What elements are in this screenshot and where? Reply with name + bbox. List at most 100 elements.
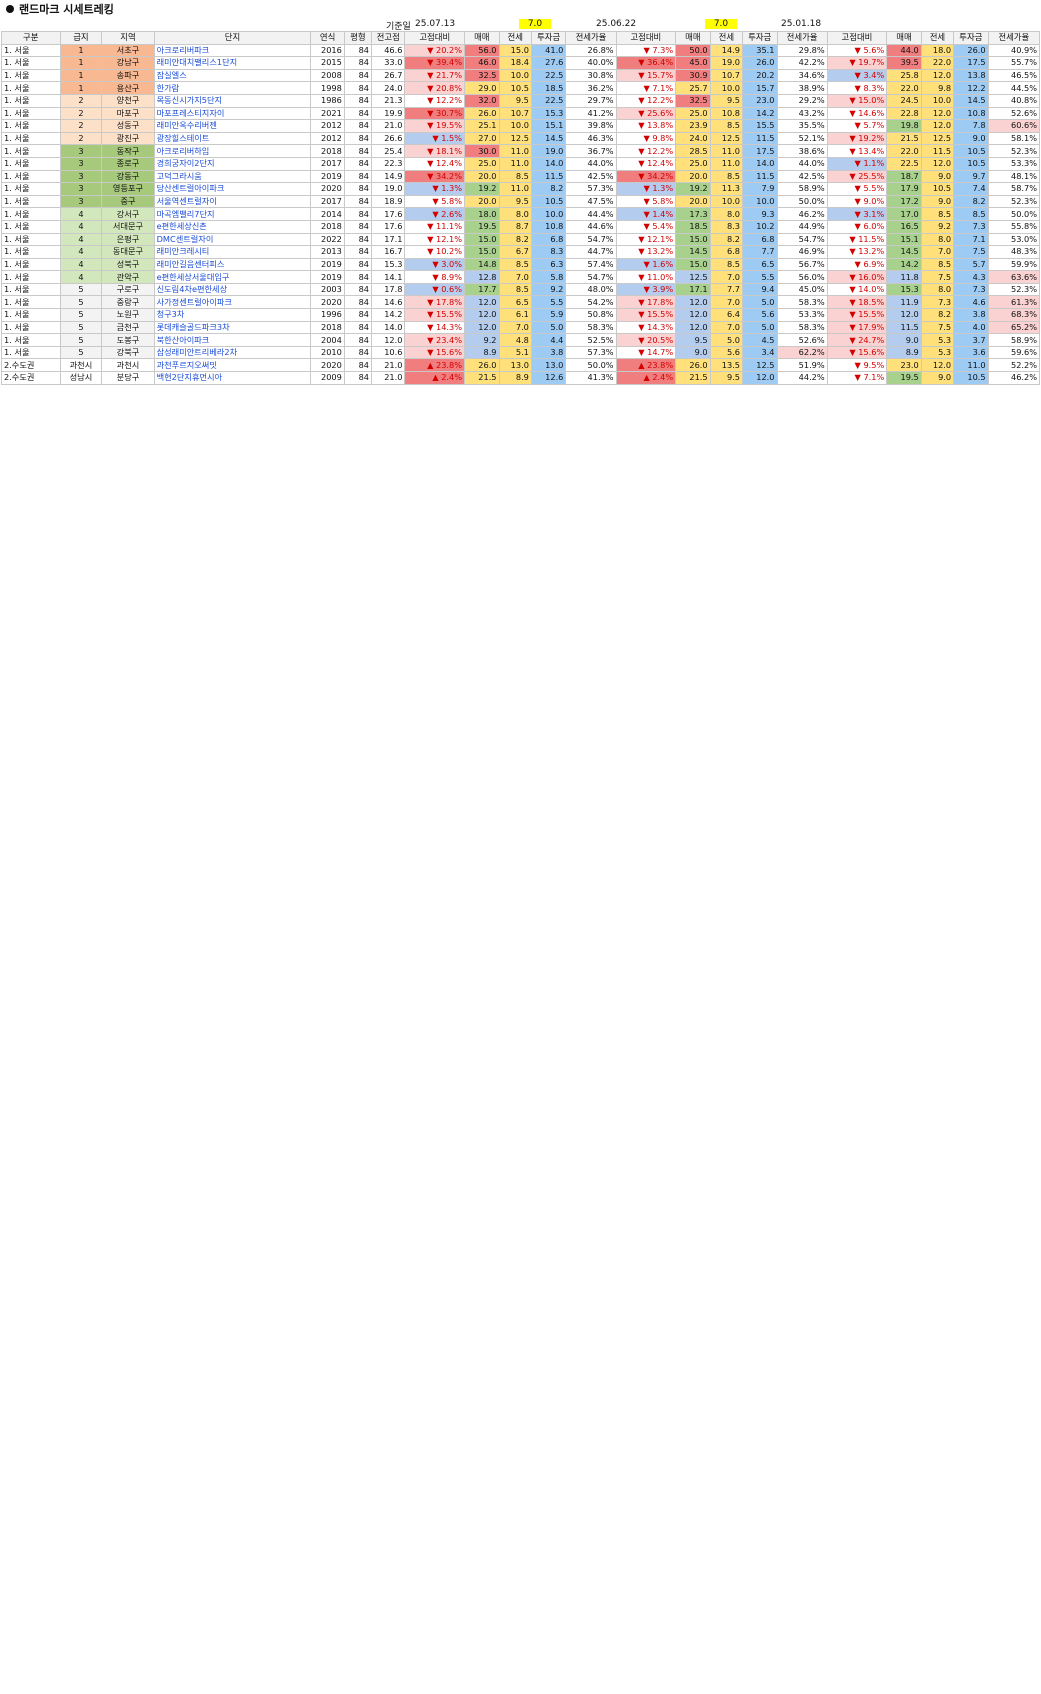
table-cell: 39.5 — [886, 56, 922, 70]
table-cell: ▼ 14.7% — [615, 345, 677, 360]
table-cell: 구로구 — [101, 282, 155, 297]
table-cell: 14.9 — [371, 169, 406, 184]
table-cell: ▼ 30.7% — [404, 106, 466, 121]
column-header: 매매 — [464, 31, 500, 45]
table-cell: ▼ 39.4% — [404, 56, 466, 70]
table-cell: 50.0 — [675, 43, 711, 58]
table-cell: 54.7% — [565, 270, 617, 284]
table-cell: 44.0% — [776, 156, 828, 171]
table-cell: 3 — [59, 169, 103, 184]
table-row: 1. 서울 5 도봉구 북한산아이파크 2004 84 12.0 ▼ 23.4% 9.2 4.8 4… — [1, 333, 1041, 347]
table-cell: ▼ 8.9% — [404, 270, 466, 284]
table-cell: 19.8 — [886, 119, 922, 133]
table-cell: 52.6% — [987, 106, 1041, 121]
table-cell: 57.3% — [565, 345, 617, 360]
table-cell: 19.9 — [371, 106, 406, 121]
table-cell: 84 — [343, 245, 373, 259]
table-cell: 2020 — [310, 182, 345, 196]
table-cell: 35.1 — [742, 43, 778, 58]
table-cell: ▼ 15.6% — [404, 345, 466, 360]
table-cell: ▼ 5.6% — [826, 43, 888, 58]
column-header: 전세 — [498, 31, 532, 45]
table-cell: 1998 — [310, 81, 345, 95]
table-cell: 15.0 — [675, 232, 711, 247]
table-cell: 36.7% — [565, 144, 617, 158]
table-cell: 9.0 — [675, 345, 711, 360]
table-cell: ▼ 36.4% — [615, 56, 677, 70]
table-cell: 11.8 — [886, 270, 922, 284]
table-cell: 14.6 — [371, 295, 406, 310]
table-cell: 관악구 — [101, 270, 155, 284]
table-row: 1. 서울 4 서대문구 e편한세상신촌 2018 84 17.6 ▼ 11.1% 19.5 8.… — [1, 219, 1041, 234]
table-cell: ▼ 34.2% — [615, 169, 677, 184]
table-cell: ▼ 6.9% — [826, 257, 888, 272]
table-cell: 5.7 — [953, 257, 989, 272]
table-cell: ▼ 13.4% — [826, 144, 888, 158]
table-row: 1. 서울 1 서초구 아크로리버파크 2016 84 46.6 ▼ 20.2% 56.0 15.… — [1, 43, 1041, 58]
table-cell: 7.4 — [953, 182, 989, 196]
table-cell: 19.0 — [530, 144, 567, 158]
table-cell: 신도림4차e편한세상 — [153, 282, 312, 297]
page-title-bar: 랜드마크 시세트레킹 — [0, 0, 1041, 18]
table-cell: 21.3 — [371, 93, 406, 108]
table-cell: ▼ 3.1% — [826, 207, 888, 221]
table-cell: 46.2% — [987, 371, 1041, 385]
table-cell: 14.2 — [886, 257, 922, 272]
table-cell: 26.8% — [565, 43, 617, 58]
base-date-3: 25.01.18 — [781, 19, 822, 29]
table-cell: 59.9% — [987, 257, 1041, 272]
table-cell: 8.9 — [886, 345, 922, 360]
table-cell: 사가정센트럴아이파크 — [153, 295, 312, 310]
investment-marker-1: 7.0 — [519, 19, 551, 29]
table-cell: 10.0 — [709, 81, 744, 95]
table-cell: 2008 — [310, 68, 345, 83]
table-cell: 양천구 — [101, 93, 155, 108]
table-cell: ▼ 12.2% — [404, 93, 466, 108]
table-cell: ▼ 19.2% — [826, 131, 888, 146]
column-header: 고점대비 — [826, 31, 888, 45]
table-cell: 40.8% — [987, 93, 1041, 108]
table-cell: 56.0 — [464, 43, 500, 58]
table-cell: ▲ 23.8% — [404, 358, 466, 373]
table-row: 1. 서울 2 성동구 래미안옥수리버젠 2012 84 21.0 ▼ 19.5% 25.1 10… — [1, 119, 1041, 133]
base-date-2: 25.06.22 — [596, 19, 637, 29]
table-cell: 5.0 — [709, 333, 744, 347]
table-cell: 성북구 — [101, 257, 155, 272]
table-cell: 9.0 — [953, 131, 989, 146]
table-cell: 과천시 — [59, 358, 103, 373]
table-cell: 25.0 — [675, 156, 711, 171]
table-cell: 9.2 — [920, 219, 955, 234]
table-cell: 마곡엠밸리7단지 — [153, 207, 312, 221]
table-cell: 종로구 — [101, 156, 155, 171]
table-cell: ▼ 1.1% — [826, 156, 888, 171]
table-cell: 4 — [59, 257, 103, 272]
table-cell: 15.0 — [464, 245, 500, 259]
table-cell: 19.2 — [464, 182, 500, 196]
table-cell: 1. 서울 — [1, 131, 61, 146]
table-cell: 20.2 — [742, 68, 778, 83]
table-cell: 15.3 — [371, 257, 406, 272]
table-cell: 38.6% — [776, 144, 828, 158]
table-cell: ▼ 12.1% — [404, 232, 466, 247]
table-cell: 10.0 — [920, 93, 955, 108]
table-cell: 1986 — [310, 93, 345, 108]
table-cell: ▼ 1.3% — [615, 182, 677, 196]
table-cell: 36.2% — [565, 81, 617, 95]
table-row: 1. 서울 4 강서구 마곡엠밸리7단지 2014 84 17.6 ▼ 2.6% 18.0 8.0… — [1, 207, 1041, 221]
table-cell: 8.7 — [498, 219, 532, 234]
table-cell: 3 — [59, 182, 103, 196]
table-cell: ▲ 2.4% — [404, 371, 466, 385]
table-row: 2.수도권 성남시 분당구 백현2단지휴먼시아 2009 84 21.0 ▲ 2.4% 21.5… — [1, 371, 1041, 385]
table-cell: 46.9% — [776, 245, 828, 259]
table-cell: 16.7 — [371, 245, 406, 259]
table-cell: 19.2 — [675, 182, 711, 196]
table-cell: 2020 — [310, 295, 345, 310]
table-cell: 8.2 — [709, 232, 744, 247]
table-cell: 15.3 — [530, 106, 567, 121]
table-cell: 8.2 — [920, 308, 955, 322]
table-cell: 20.0 — [675, 194, 711, 209]
table-cell: 42.5% — [776, 169, 828, 184]
table-cell: 1. 서울 — [1, 270, 61, 284]
table-cell: 삼성래미안트리베라2차 — [153, 345, 312, 360]
table-cell: 44.4% — [565, 207, 617, 221]
